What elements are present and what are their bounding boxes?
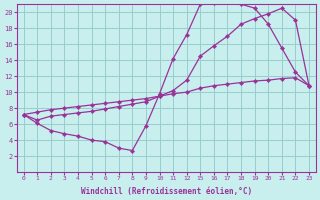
X-axis label: Windchill (Refroidissement éolien,°C): Windchill (Refroidissement éolien,°C): [81, 187, 252, 196]
